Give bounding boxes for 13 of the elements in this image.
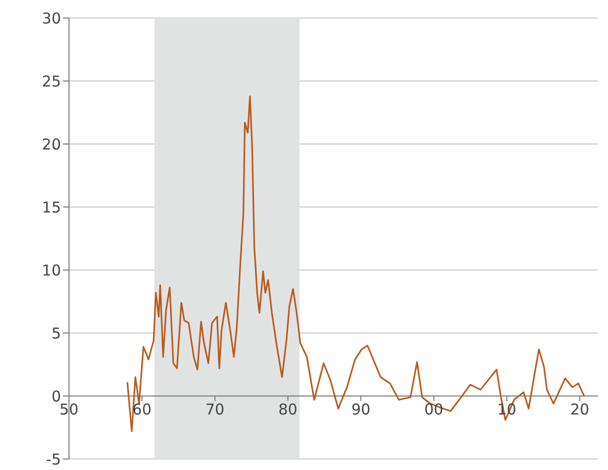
x-tick-label: 90 bbox=[351, 400, 370, 419]
x-tick-label: 80 bbox=[278, 400, 298, 419]
x-tick-label: 70 bbox=[205, 400, 224, 419]
y-tick-label: 15 bbox=[42, 198, 61, 216]
y-tick-label: -5 bbox=[46, 450, 61, 468]
x-tick-label: 20 bbox=[570, 400, 590, 419]
y-tick-label: 0 bbox=[51, 387, 61, 406]
y-tick-label: 25 bbox=[42, 72, 61, 90]
y-tick-label: 30 bbox=[42, 9, 61, 28]
x-tick-label: 00 bbox=[424, 400, 444, 419]
y-tick-label: 20 bbox=[42, 135, 61, 154]
y-tick-label: 10 bbox=[42, 261, 61, 280]
y-tick-label: 5 bbox=[51, 324, 61, 342]
